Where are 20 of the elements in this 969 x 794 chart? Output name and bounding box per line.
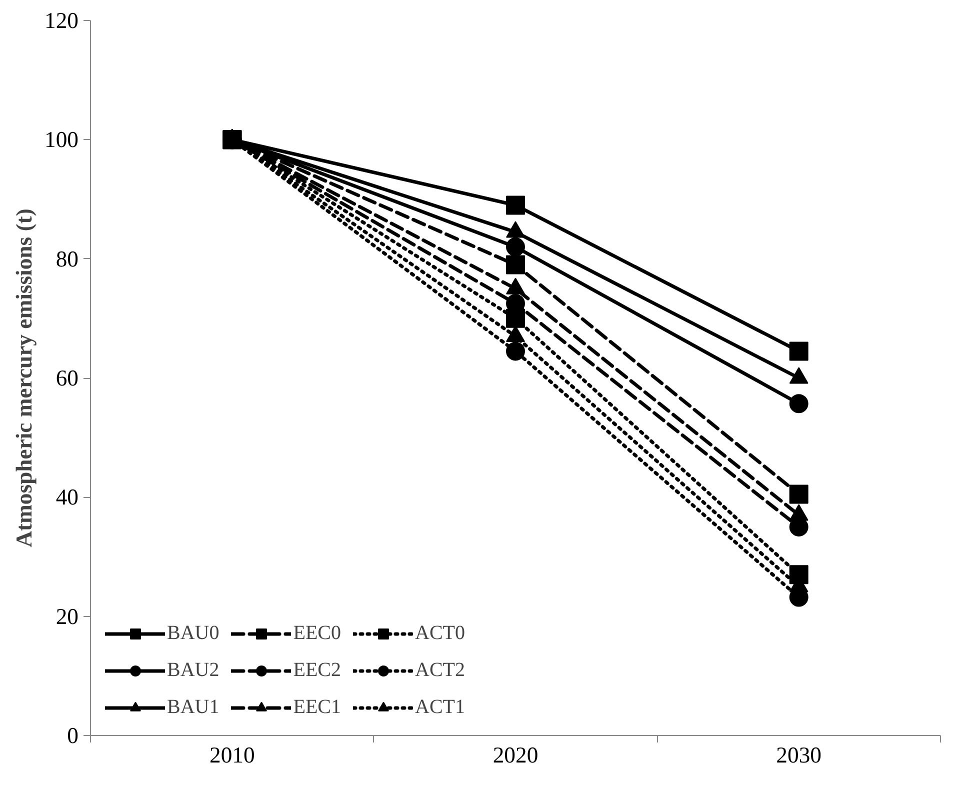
y-tick-label: 60 [56, 366, 78, 390]
x-tick-label: 2030 [776, 742, 822, 768]
y-tick-label: 120 [44, 8, 78, 33]
legend-label: EEC2 [293, 659, 342, 682]
legend-label: EEC1 [293, 696, 342, 719]
y-tick-label: 100 [44, 127, 78, 152]
x-tick-label: 2020 [492, 742, 538, 768]
legend-label: BAU1 [167, 696, 220, 719]
y-tick-label: 20 [56, 604, 78, 629]
legend-label: BAU2 [167, 659, 220, 682]
x-tick-label: 2010 [210, 742, 255, 768]
y-tick-label: 80 [56, 246, 78, 272]
legend-label: BAU0 [167, 622, 220, 645]
y-axis-title: Atmospheric mercury emissions (t) [12, 208, 37, 548]
legend-label: ACT0 [415, 622, 466, 645]
legend-label: EEC0 [293, 622, 342, 645]
y-tick-label: 0 [67, 723, 78, 748]
legend-label: ACT1 [415, 696, 466, 719]
y-tick-label: 40 [56, 484, 78, 510]
legend-label: ACT2 [415, 659, 466, 682]
